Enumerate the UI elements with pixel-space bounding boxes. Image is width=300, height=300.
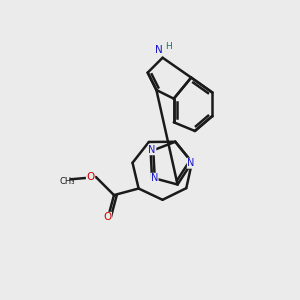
Text: CH₃: CH₃ [60, 177, 75, 186]
Text: O: O [103, 212, 112, 222]
Text: O: O [86, 172, 95, 182]
Text: N: N [188, 158, 195, 168]
Text: H: H [165, 42, 171, 51]
Text: N: N [151, 173, 158, 183]
Text: N: N [148, 145, 156, 155]
Text: N: N [155, 45, 163, 55]
